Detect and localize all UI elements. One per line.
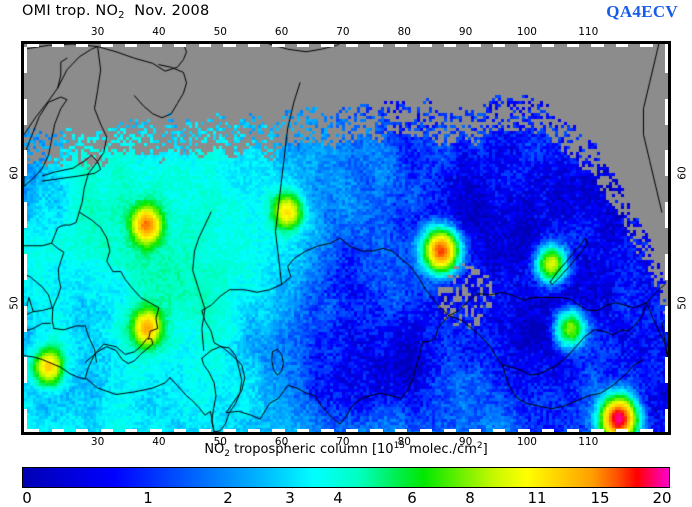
right-tick-60: 60 — [676, 166, 689, 181]
colorbar-tick-0: 0 — [22, 489, 32, 507]
colorbar-tick-20: 20 — [652, 489, 672, 507]
left-tick-60: 60 — [8, 166, 21, 181]
cb-label-prefix: NO — [204, 442, 225, 457]
colorbar — [22, 467, 670, 488]
top-tick-80: 80 — [397, 26, 411, 38]
title-subscript: 2 — [118, 10, 125, 21]
colorbar-tick-4: 4 — [333, 489, 343, 507]
colorbar-tick-3: 3 — [285, 489, 295, 507]
bottom-tick-70: 70 — [336, 436, 350, 448]
colorbar-tick-6: 6 — [407, 489, 417, 507]
bottom-tick-100: 100 — [516, 436, 537, 448]
map-plot-area — [21, 41, 671, 435]
bottom-tick-60: 60 — [274, 436, 289, 448]
left-tick-50: 50 — [8, 295, 21, 310]
colorbar-tick-15: 15 — [590, 489, 610, 507]
colorbar-tick-1: 1 — [143, 489, 153, 507]
top-tick-70: 70 — [336, 26, 350, 38]
cb-label-mid: tropospheric column [10 — [230, 442, 394, 457]
colorbar-tick-2: 2 — [223, 489, 233, 507]
cb-label-close: ] — [482, 442, 488, 457]
top-tick-60: 60 — [274, 26, 289, 38]
title-period: Nov. 2008 — [134, 3, 210, 19]
no2-column-heatmap — [24, 44, 668, 432]
colorbar-gradient — [23, 468, 669, 487]
colorbar-tick-11: 11 — [527, 489, 547, 507]
title-instrument: OMI trop. NO — [22, 3, 119, 19]
bottom-tick-90: 90 — [458, 436, 473, 448]
colorbar-axis-label: NO2 tropospheric column [1015 molec./cm2… — [204, 441, 487, 459]
bottom-tick-30: 30 — [90, 436, 105, 448]
cb-label-exponent2: 2 — [476, 441, 483, 451]
bottom-tick-40: 40 — [152, 436, 166, 448]
top-tick-30: 30 — [90, 26, 105, 38]
cb-label-sub: 2 — [224, 449, 231, 459]
colorbar-tick-8: 8 — [465, 489, 475, 507]
bottom-tick-110: 110 — [578, 436, 599, 448]
right-tick-50: 50 — [676, 295, 689, 310]
cb-label-exponent: 15 — [393, 441, 406, 451]
figure-title: OMI trop. NO2 Nov. 2008 — [22, 3, 209, 21]
top-tick-110: 110 — [578, 26, 599, 38]
bottom-tick-50: 50 — [213, 436, 227, 448]
top-tick-100: 100 — [516, 26, 537, 38]
cb-label-tail: molec./cm — [405, 442, 477, 457]
top-tick-50: 50 — [213, 26, 227, 38]
top-tick-40: 40 — [152, 26, 166, 38]
bottom-tick-80: 80 — [397, 436, 411, 448]
top-tick-90: 90 — [458, 26, 473, 38]
qa4ecv-logo: QA4ECV — [606, 2, 678, 21]
